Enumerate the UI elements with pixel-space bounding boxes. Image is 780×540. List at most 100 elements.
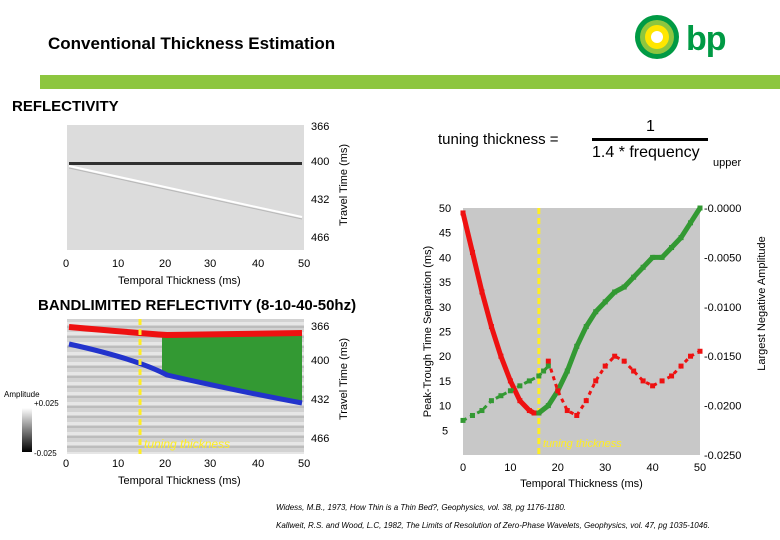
series-point-0 [517,398,523,404]
series-point-0 [526,408,532,414]
y2-tick-label: -0.0150 [704,351,741,363]
y2-axis-title: Largest Negative Amplitude [756,236,768,371]
y-axis-title: Peak-Trough Time Separation (ms) [422,246,434,417]
series-point-1 [583,324,589,330]
series-point-3 [536,373,542,379]
top-peak-trace [68,324,303,339]
top-reflector [69,162,302,165]
tuning-fill [162,333,302,403]
y-tick-label: 50 [439,203,451,215]
amplitude-label: Amplitude [4,390,40,399]
y-tick-label: 20 [439,351,451,363]
y-tick-label: 10 [439,401,451,413]
series-point-2 [678,363,684,369]
refl-xtick: 40 [252,258,265,270]
refl-xtick: 20 [159,258,172,270]
y2-tick-label: -0.0000 [704,203,741,215]
bl-xtick: 0 [63,458,70,470]
y2-tick-label: -0.0250 [704,450,741,462]
reference-1: Widess, M.B., 1973, How Thin is a Thin B… [276,503,567,512]
bl-xtick: 50 [298,458,311,470]
formula-numerator: 1 [646,118,655,135]
series-point-0 [498,353,504,359]
refl-xtick: 0 [63,258,70,270]
series-point-1 [564,368,570,374]
bl-xlabel: Temporal Thickness (ms) [118,475,241,487]
reflectivity-label: REFLECTIVITY [12,98,119,115]
series-point-2 [612,353,618,359]
series-point-1 [621,284,627,290]
amplitude-min: -0.025 [34,449,57,458]
refl-xtick: 10 [112,258,125,270]
series-point-2 [555,388,561,394]
series-point-3 [460,417,466,423]
series-point-2 [640,378,646,384]
formula-subscript: upper [713,157,742,169]
y2-tick-label: -0.0100 [704,302,741,314]
series-point-1 [612,289,618,295]
bl-xtick: 40 [252,458,265,470]
series-point-1 [545,403,551,409]
tuning-annotation: tuning thickness [144,437,231,451]
refl-ytick: 366 [311,121,330,133]
refl-ytick: 432 [311,194,330,206]
series-point-3 [526,378,532,384]
y-tick-label: 45 [439,228,451,240]
formula-denominator: 1.4 * frequency [592,144,700,161]
page-title: Conventional Thickness Estimation [48,34,336,53]
series-point-0 [531,410,537,416]
fraction-bar [592,138,708,141]
series-point-1 [669,245,675,251]
y-tick-label: 35 [439,277,451,289]
bandlimited-panel [67,319,304,454]
base-trough-trace [68,341,303,406]
bp-helios-logo-icon [635,15,679,59]
refl-ylabel: Travel Time (ms) [338,143,350,226]
series-point-0 [479,289,485,295]
series-point-1 [650,254,656,260]
bl-xtick: 20 [159,458,172,470]
series-point-2 [621,358,627,364]
refl-xtick: 50 [298,258,311,270]
tuning-annotation: tuning thickness [543,438,622,450]
series-point-3 [488,398,494,404]
refl-ytick: 466 [311,232,330,244]
x-tick-label: 50 [694,462,706,474]
bl-ytick: 466 [311,433,330,445]
series-point-2 [631,368,637,374]
series-point-1 [659,254,665,260]
series-point-3 [498,393,504,399]
series-point-0 [469,249,475,255]
series-point-1 [593,309,599,315]
series-point-3 [469,412,475,418]
series-point-1 [631,274,637,280]
series-point-3 [541,368,547,374]
series-point-0 [507,378,513,384]
series-point-2 [593,378,599,384]
reflectivity-panel [67,125,304,250]
reference-2: Kallweit, R.S. and Wood, L.C, 1982, The … [276,521,710,530]
x-tick-label: 20 [552,462,564,474]
bl-ylabel: Travel Time (ms) [338,337,350,420]
series-point-2 [688,353,694,359]
series-point-1 [697,205,703,211]
series-point-3 [517,383,523,389]
series-point-1 [602,299,608,305]
series-point-0 [488,324,494,330]
x-tick-label: 40 [646,462,658,474]
series-point-2 [669,373,675,379]
y2-tick-label: -0.0200 [704,401,741,413]
x-tick-label: 30 [599,462,611,474]
series-point-1 [574,343,580,349]
bl-xtick: 10 [112,458,125,470]
series-point-2 [545,358,551,364]
bl-xtick: 30 [204,458,217,470]
series-point-1 [536,410,542,416]
x-tick-label: 10 [504,462,516,474]
series-point-2 [583,398,589,404]
bl-ytick: 366 [311,321,330,333]
bl-ytick: 400 [311,355,330,367]
series-point-0 [460,210,466,216]
header-rule [40,75,780,89]
tuning-chart: 5 10 15 20 25 30 35 40 45 50 -0.0000 -0.0050 -0.0100… [422,203,768,490]
